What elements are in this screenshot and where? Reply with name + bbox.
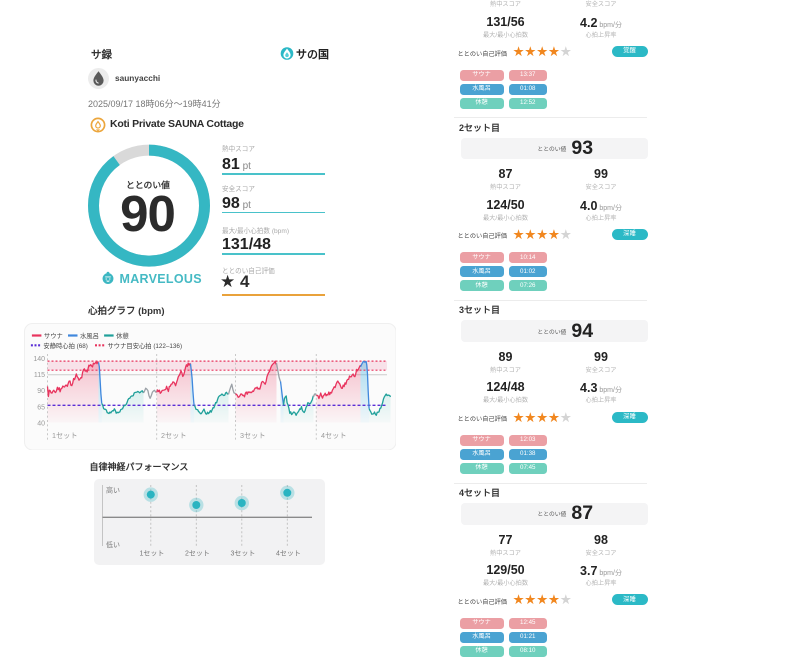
svg-text:3セット: 3セット [230,550,255,558]
svg-text:休憩: 休憩 [116,331,129,340]
svg-text:安静時心拍 (68): 安静時心拍 (68) [43,340,87,349]
svg-text:1セット: 1セット [139,550,164,558]
svg-text:2セット: 2セット [161,431,187,440]
svg-text:サウナ目安心拍 (122–136): サウナ目安心拍 (122–136) [107,340,182,349]
svg-text:水風呂: 水風呂 [80,331,99,340]
svg-text:115: 115 [33,371,44,378]
svg-text:低い: 低い [106,540,120,549]
svg-text:40: 40 [37,420,45,427]
svg-text:90: 90 [37,388,45,395]
svg-text:65: 65 [37,404,45,411]
svg-text:3セット: 3セット [240,431,266,440]
svg-text:1セット: 1セット [52,431,78,440]
svg-text:2セット: 2セット [185,550,210,558]
svg-text:4セット: 4セット [276,550,301,558]
svg-text:サウナ: サウナ [43,332,62,340]
svg-text:140: 140 [33,355,45,362]
svg-text:4セット: 4セット [321,431,347,440]
svg-text:サの国: サの国 [296,48,329,61]
svg-text:高い: 高い [106,486,120,495]
